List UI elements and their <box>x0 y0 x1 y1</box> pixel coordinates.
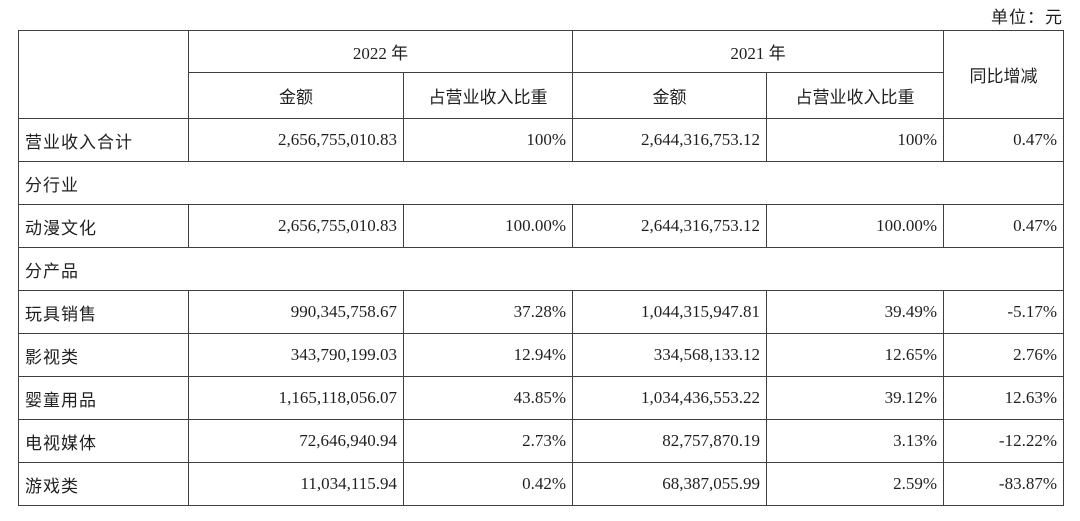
row-label: 游戏类 <box>18 462 189 506</box>
year-2022-header: 2022 年 <box>188 30 573 73</box>
ratio-2021-cell: 12.65% <box>766 333 944 377</box>
row-label: 玩具销售 <box>18 290 189 334</box>
amount-2022-cell: 1,165,118,056.07 <box>188 376 404 420</box>
row-label: 动漫文化 <box>18 204 189 248</box>
ratio-2022-cell: 0.42% <box>403 462 573 506</box>
table-row-animation-culture: 动漫文化 2,656,755,010.83 100.00% 2,644,316,… <box>18 204 1064 248</box>
ratio-2021-cell: 100% <box>766 118 944 162</box>
row-label: 婴童用品 <box>18 376 189 420</box>
ratio-2022-cell: 43.85% <box>403 376 573 420</box>
amount-2021-cell: 82,757,870.19 <box>572 419 767 463</box>
amount-2022-header: 金额 <box>188 72 404 119</box>
table-row-tv-media: 电视媒体 72,646,940.94 2.73% 82,757,870.19 3… <box>18 419 1064 463</box>
yoy-cell: 12.63% <box>943 376 1064 420</box>
ratio-2021-header: 占营业收入比重 <box>766 72 944 119</box>
yoy-cell: -12.22% <box>943 419 1064 463</box>
amount-2021-cell: 2,644,316,753.12 <box>572 118 767 162</box>
header-row-years: 2022 年 2021 年 同比增减 <box>18 30 1064 119</box>
row-label: 影视类 <box>18 333 189 377</box>
amount-2021-header: 金额 <box>572 72 767 119</box>
ratio-2022-cell: 12.94% <box>403 333 573 377</box>
ratio-2021-cell: 2.59% <box>766 462 944 506</box>
amount-2022-cell: 343,790,199.03 <box>188 333 404 377</box>
ratio-2022-cell: 100% <box>403 118 573 162</box>
section-label: 分产品 <box>18 247 1064 291</box>
ratio-2022-cell: 37.28% <box>403 290 573 334</box>
unit-label: 单位：元 <box>991 8 1063 27</box>
amount-2021-cell: 334,568,133.12 <box>572 333 767 377</box>
amount-2022-cell: 72,646,940.94 <box>188 419 404 463</box>
header-row-metrics: 金额 占营业收入比重 金额 占营业收入比重 <box>19 72 1064 119</box>
table-row-games: 游戏类 11,034,115.94 0.42% 68,387,055.99 2.… <box>18 462 1064 506</box>
ratio-2022-cell: 100.00% <box>403 204 573 248</box>
section-label: 分行业 <box>18 161 1064 205</box>
table-row-film-tv: 影视类 343,790,199.03 12.94% 334,568,133.12… <box>18 333 1064 377</box>
yoy-cell: -83.87% <box>943 462 1064 506</box>
corner-header-cell <box>18 30 189 119</box>
table-row-baby-products: 婴童用品 1,165,118,056.07 43.85% 1,034,436,5… <box>18 376 1064 420</box>
yoy-cell: 0.47% <box>943 118 1064 162</box>
yoy-cell: 0.47% <box>943 204 1064 248</box>
ratio-2021-cell: 39.49% <box>766 290 944 334</box>
ratio-2021-cell: 3.13% <box>766 419 944 463</box>
section-row-by-product: 分产品 <box>18 247 1064 291</box>
amount-2022-cell: 2,656,755,010.83 <box>188 204 404 248</box>
table-row-total-revenue: 营业收入合计 2,656,755,010.83 100% 2,644,316,7… <box>18 118 1064 162</box>
revenue-table: 2022 年 2021 年 同比增减 金额 占营业收入比重 金额 占营业收入比重… <box>18 30 1064 506</box>
year-2021-header: 2021 年 <box>572 30 944 73</box>
ratio-2022-cell: 2.73% <box>403 419 573 463</box>
row-label: 营业收入合计 <box>18 118 189 162</box>
amount-2021-cell: 1,034,436,553.22 <box>572 376 767 420</box>
section-row-by-industry: 分行业 <box>18 161 1064 205</box>
yoy-cell: 2.76% <box>943 333 1064 377</box>
row-label: 电视媒体 <box>18 419 189 463</box>
amount-2022-cell: 990,345,758.67 <box>188 290 404 334</box>
ratio-2021-cell: 39.12% <box>766 376 944 420</box>
ratio-2021-cell: 100.00% <box>766 204 944 248</box>
amount-2022-cell: 2,656,755,010.83 <box>188 118 404 162</box>
amount-2021-cell: 68,387,055.99 <box>572 462 767 506</box>
amount-2021-cell: 2,644,316,753.12 <box>572 204 767 248</box>
yoy-header: 同比增减 <box>943 30 1064 119</box>
ratio-2022-header: 占营业收入比重 <box>403 72 573 119</box>
amount-2021-cell: 1,044,315,947.81 <box>572 290 767 334</box>
table-row-toy-sales: 玩具销售 990,345,758.67 37.28% 1,044,315,947… <box>18 290 1064 334</box>
yoy-cell: -5.17% <box>943 290 1064 334</box>
amount-2022-cell: 11,034,115.94 <box>188 462 404 506</box>
